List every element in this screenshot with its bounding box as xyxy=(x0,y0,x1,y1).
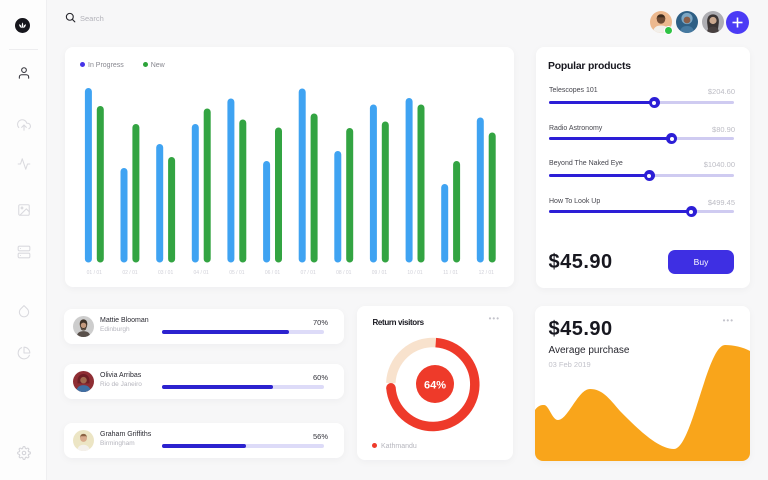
svg-text:64%: 64% xyxy=(424,379,446,391)
